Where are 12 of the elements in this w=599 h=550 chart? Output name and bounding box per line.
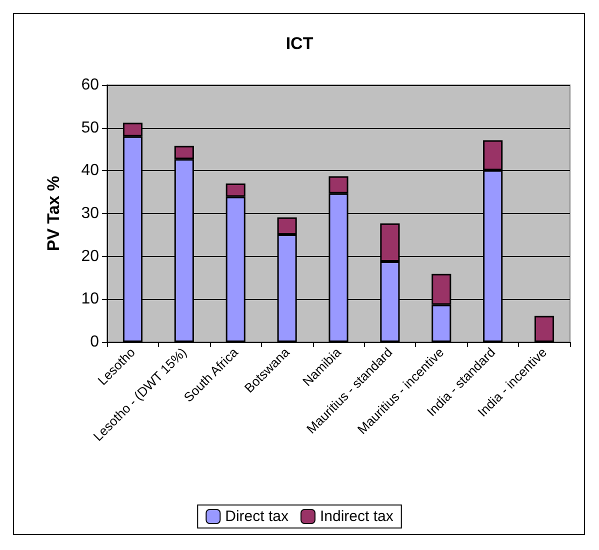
legend-label: Direct tax xyxy=(225,508,289,525)
y-axis-title: PV Tax % xyxy=(44,176,63,252)
y-tick-label: 60 xyxy=(81,76,100,94)
bar xyxy=(534,316,554,342)
y-tick-label: 0 xyxy=(90,334,100,350)
y-tick-label: 40 xyxy=(81,162,100,180)
chart-title: ICT xyxy=(286,34,314,53)
y-tick-label: 10 xyxy=(81,290,100,308)
legend-label: Indirect tax xyxy=(320,508,394,525)
y-tick-label: 50 xyxy=(81,119,100,136)
y-tick-label: 30 xyxy=(81,205,100,222)
y-tick-label: 20 xyxy=(81,248,100,265)
